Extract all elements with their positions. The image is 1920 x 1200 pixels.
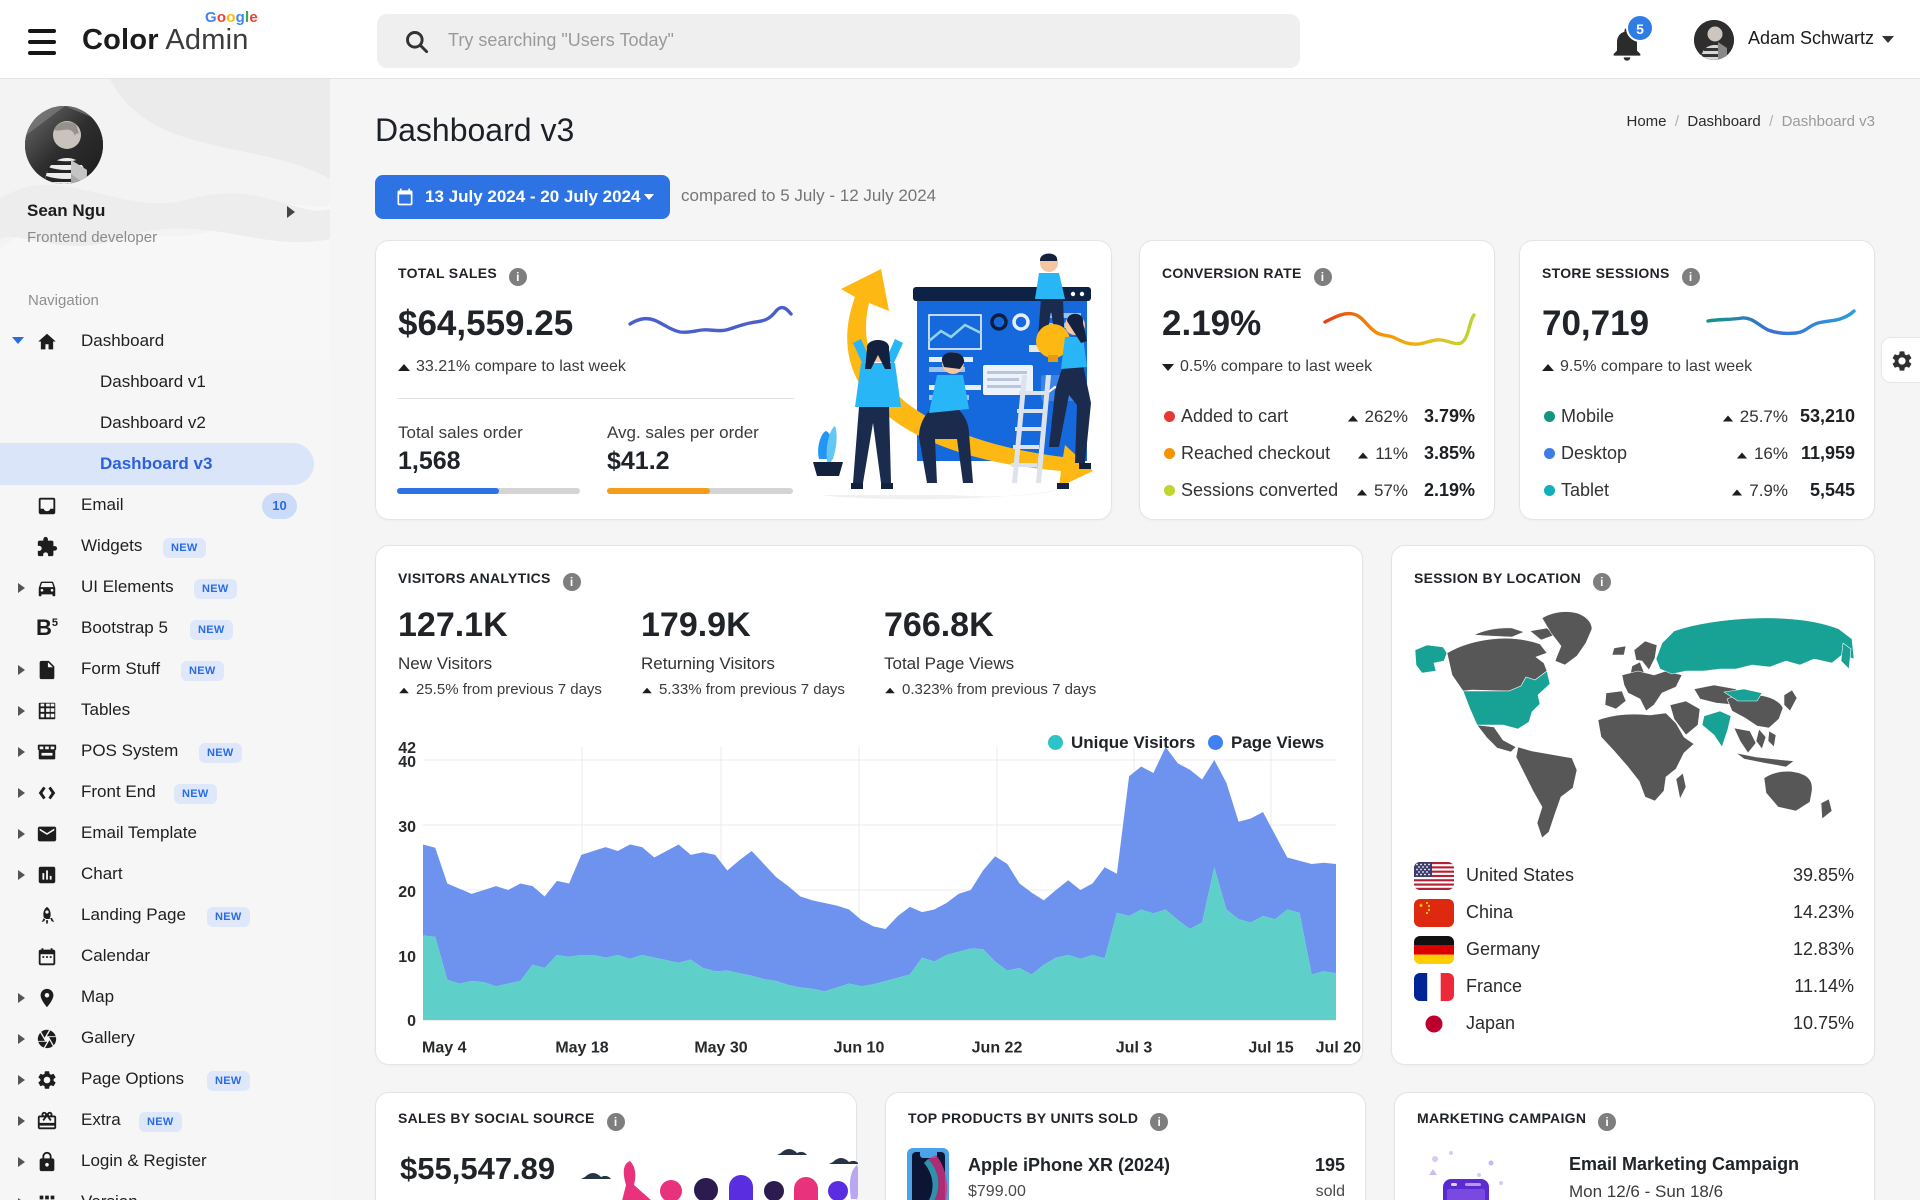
svg-text:Jul 20: Jul 20 bbox=[1316, 1039, 1361, 1056]
svg-text:May 4: May 4 bbox=[422, 1039, 467, 1056]
svg-text:Jul 15: Jul 15 bbox=[1248, 1039, 1293, 1056]
svg-text:0: 0 bbox=[407, 1013, 416, 1030]
svg-text:Jun 10: Jun 10 bbox=[834, 1039, 885, 1056]
svg-text:30: 30 bbox=[398, 819, 416, 836]
svg-text:May 30: May 30 bbox=[694, 1039, 747, 1056]
svg-text:20: 20 bbox=[398, 884, 416, 901]
svg-text:Jul 3: Jul 3 bbox=[1116, 1039, 1153, 1056]
svg-text:10: 10 bbox=[398, 949, 416, 966]
svg-text:Jun 22: Jun 22 bbox=[972, 1039, 1023, 1056]
svg-text:40: 40 bbox=[398, 754, 416, 771]
svg-text:42: 42 bbox=[398, 740, 416, 757]
svg-text:May 18: May 18 bbox=[555, 1039, 608, 1056]
